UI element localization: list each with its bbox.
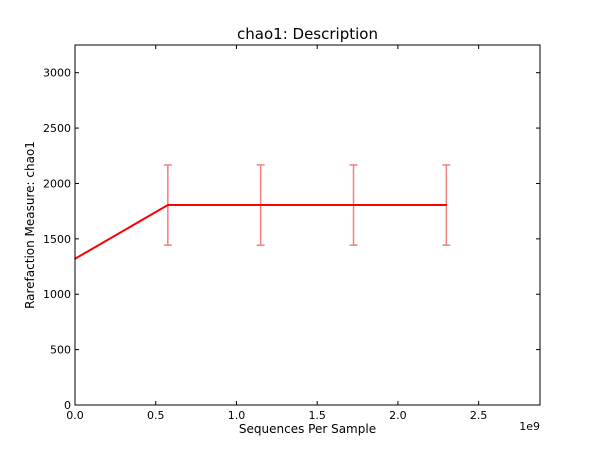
x-axis-offset-label: 1e9 bbox=[519, 420, 540, 433]
data-point bbox=[167, 204, 169, 206]
y-tick-label: 2000 bbox=[43, 177, 71, 190]
x-tick-label: 2.5 bbox=[470, 409, 488, 422]
y-axis-label: Rarefaction Measure: chao1 bbox=[23, 141, 37, 309]
chart-title: chao1: Description bbox=[237, 25, 378, 43]
plot-area bbox=[74, 164, 451, 260]
x-tick-label: 0.0 bbox=[66, 409, 84, 422]
y-tick-label: 1000 bbox=[43, 288, 71, 301]
x-tick-label: 0.5 bbox=[147, 409, 165, 422]
data-point bbox=[259, 204, 262, 206]
x-tick-label: 1.0 bbox=[228, 409, 246, 422]
data-point bbox=[445, 204, 448, 206]
x-tick-label: 2.0 bbox=[389, 409, 407, 422]
data-point bbox=[352, 204, 355, 206]
y-tick-label: 1500 bbox=[43, 233, 71, 246]
x-axis-label: Sequences Per Sample bbox=[239, 422, 376, 436]
y-tick-label: 3000 bbox=[43, 67, 71, 80]
plot-frame bbox=[74, 44, 541, 406]
y-tick-label: 2500 bbox=[43, 122, 71, 135]
y-tick-label: 0 bbox=[64, 399, 71, 412]
x-tick-label: 1.5 bbox=[308, 409, 326, 422]
y-tick-label: 500 bbox=[50, 344, 71, 357]
